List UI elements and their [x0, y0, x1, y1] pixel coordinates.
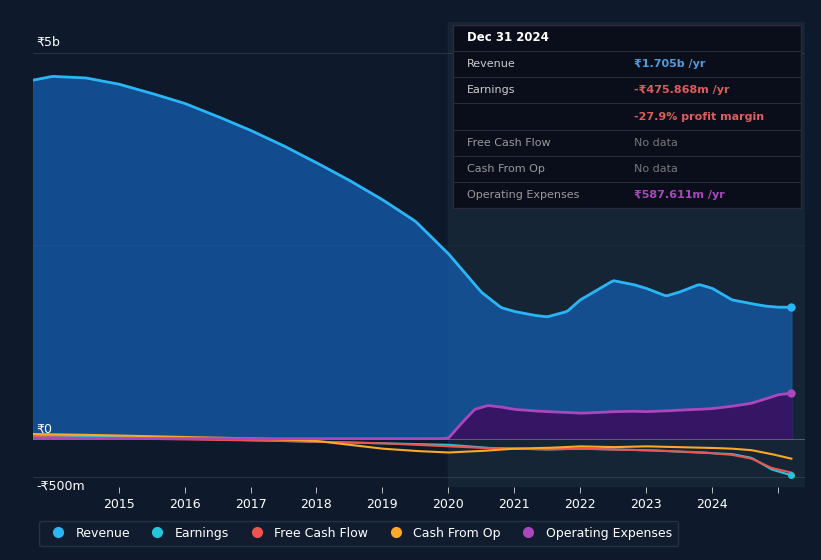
Legend: Revenue, Earnings, Free Cash Flow, Cash From Op, Operating Expenses: Revenue, Earnings, Free Cash Flow, Cash … — [39, 521, 678, 546]
Text: ₹0: ₹0 — [37, 423, 53, 436]
Text: ₹5b: ₹5b — [37, 36, 61, 49]
Text: -₹500m: -₹500m — [37, 479, 85, 492]
Bar — [448, 22, 805, 487]
